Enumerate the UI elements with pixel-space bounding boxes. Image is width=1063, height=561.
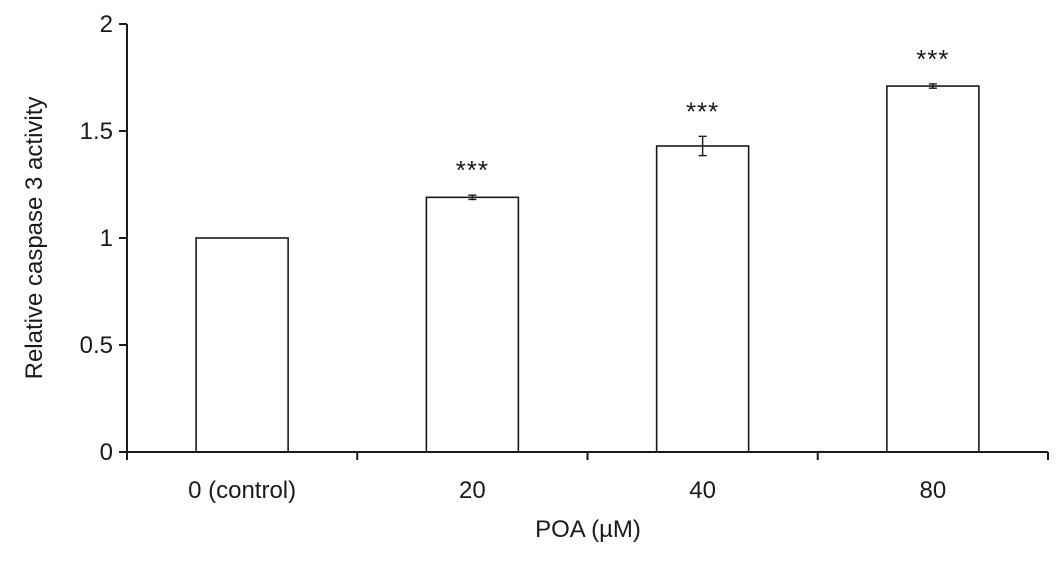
bar-3 <box>886 85 980 453</box>
bar-2 <box>655 145 750 453</box>
y-axis-title: Relative caspase 3 activity <box>21 97 48 380</box>
x-tick-label-3: 80 <box>920 477 947 504</box>
y-tick-label-2: 1 <box>100 225 113 252</box>
y-tick-label-4: 2 <box>100 11 113 38</box>
significance-marker-3: *** <box>916 44 949 74</box>
bar-0 <box>195 237 289 453</box>
bar-1 <box>425 196 520 453</box>
error-bars <box>468 83 937 201</box>
significance-markers: *** *** *** <box>456 44 949 185</box>
significance-marker-1: *** <box>456 155 489 185</box>
y-tick-labels: 0 0.5 1 1.5 2 <box>80 11 113 466</box>
x-axis-title: POA (µM) <box>535 516 641 543</box>
x-tick-label-0: 0 (control) <box>188 477 296 504</box>
y-tick-label-0: 0 <box>100 439 113 466</box>
error-bar-3 <box>928 83 937 89</box>
bars <box>195 85 980 453</box>
axes <box>119 23 1049 460</box>
significance-marker-2: *** <box>686 96 719 126</box>
error-bar-2 <box>698 135 707 157</box>
y-tick-label-1: 0.5 <box>80 332 113 359</box>
x-tick-label-2: 40 <box>689 477 716 504</box>
x-tick-label-1: 20 <box>459 477 486 504</box>
y-tick-label-3: 1.5 <box>80 118 113 145</box>
x-tick-labels: 0 (control) 20 40 80 <box>188 477 946 504</box>
error-bar-1 <box>468 194 477 201</box>
